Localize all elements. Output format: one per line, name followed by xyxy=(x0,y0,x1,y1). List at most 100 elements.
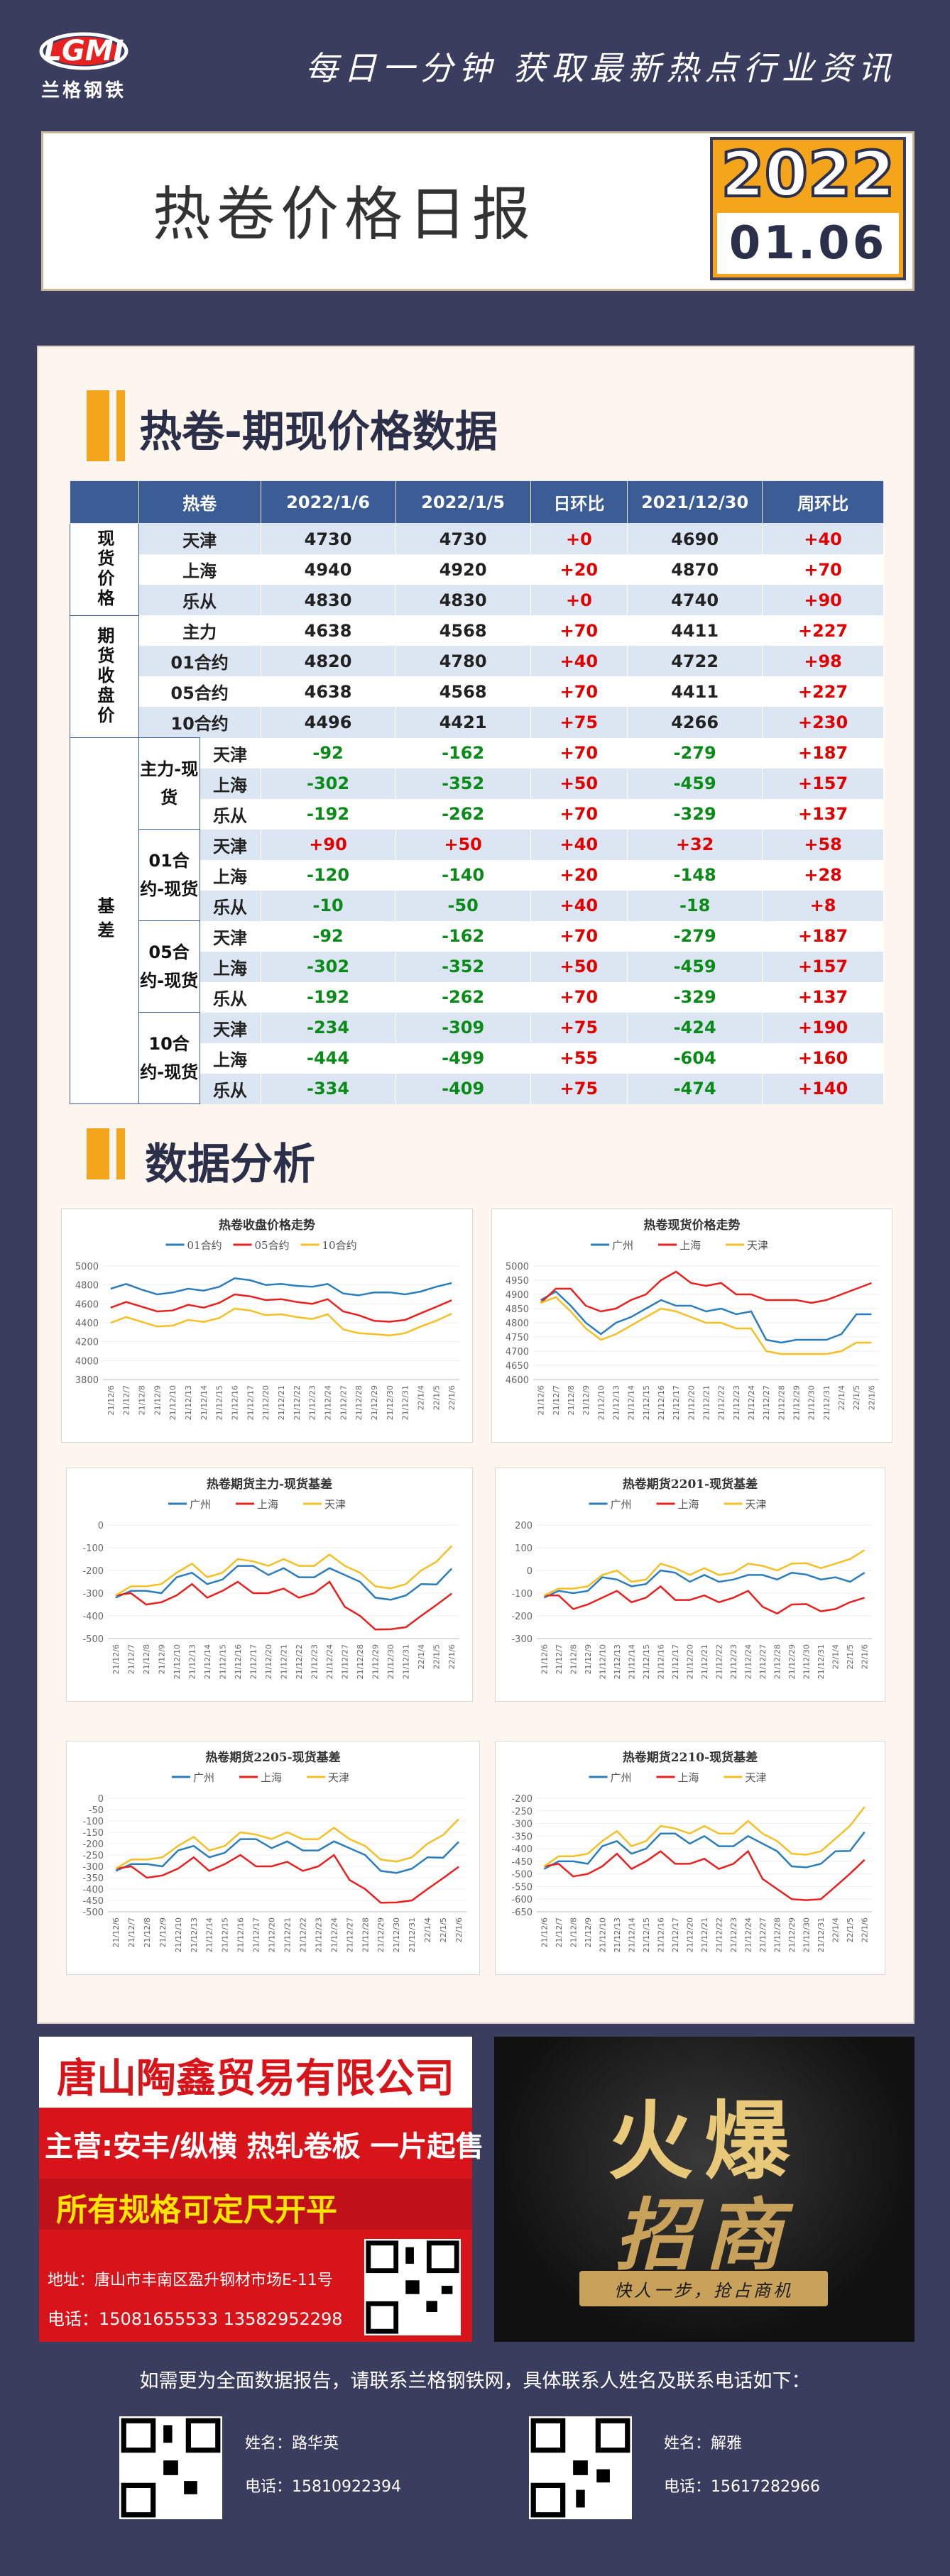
cell-change: +160 xyxy=(762,1042,884,1074)
basis-city: 天津 xyxy=(199,829,261,860)
x-tick-label: 21/12/16 xyxy=(657,1385,666,1420)
series-line xyxy=(543,1806,866,1868)
y-tick-label: 4750 xyxy=(506,1333,529,1343)
legend-label: 01合约 xyxy=(187,1239,222,1252)
basis-city: 上海 xyxy=(199,1042,261,1074)
x-tick-label: 21/12/24 xyxy=(323,1385,332,1420)
x-tick-label: 21/12/9 xyxy=(158,1917,168,1947)
x-tick-label: 21/12/31 xyxy=(408,1917,417,1952)
table-row: 乐从 -192 -262 +70 -329 +137 xyxy=(70,981,884,1013)
cell: -192 xyxy=(260,981,396,1013)
cell-change: +137 xyxy=(762,798,884,830)
ad-investment[interactable]: 火爆 招商 快人一步，抢占商机 xyxy=(494,2037,914,2342)
x-tick-label: 21/12/31 xyxy=(817,1917,826,1952)
cell-change: +70 xyxy=(530,920,628,952)
y-tick-label: 4800 xyxy=(75,1281,99,1292)
x-tick-label: 21/12/30 xyxy=(386,1644,395,1679)
page-title: 热卷价格日报 xyxy=(153,181,537,248)
cell: 4690 xyxy=(627,523,763,554)
series-line xyxy=(543,1569,866,1599)
cell: +90 xyxy=(260,829,396,860)
basis-city: 上海 xyxy=(199,768,261,799)
x-tick-label: 21/12/23 xyxy=(732,1385,741,1420)
y-tick-label: -550 xyxy=(511,1882,533,1893)
cell: -50 xyxy=(395,890,531,921)
legend-label: 广州 xyxy=(612,1239,633,1252)
y-tick-label: 4000 xyxy=(75,1356,99,1367)
contact-2-phone: 电话：15617282966 xyxy=(664,2478,820,2496)
chart-card-2205-basis: 热卷期货2205-现货基差 广州 上海 天津 0 -50 -100 -150 -200 -250-… xyxy=(66,1741,480,1975)
x-tick-label: 21/12/9 xyxy=(584,1917,593,1947)
y-tick-label: -200 xyxy=(82,1566,104,1577)
x-tick-label: 21/12/14 xyxy=(200,1385,209,1420)
table-row: 乐从 -10 -50 +40 -18 +8 xyxy=(70,890,884,921)
table-row: 05合约 4638 4568 +70 4411 +227 xyxy=(70,676,884,707)
cell-change: +50 xyxy=(530,951,628,982)
legend-label: 上海 xyxy=(261,1771,282,1784)
x-tick-label: 21/12/10 xyxy=(598,1917,607,1952)
legend-label: 广州 xyxy=(611,1771,632,1784)
x-tick-label: 22/1/4 xyxy=(423,1917,432,1942)
y-tick-label: 200 xyxy=(515,1521,533,1531)
x-tick-label: 21/12/20 xyxy=(264,1644,273,1679)
y-tick-label: -350 xyxy=(511,1832,533,1842)
x-tick-label: 21/12/10 xyxy=(598,1644,607,1679)
x-tick-label: 21/12/17 xyxy=(246,1385,255,1420)
series-line xyxy=(540,1290,872,1344)
cell: -309 xyxy=(395,1012,531,1043)
x-tick-label: 21/12/7 xyxy=(555,1917,564,1947)
cell: -148 xyxy=(627,859,763,891)
cell-change: +0 xyxy=(530,585,628,615)
group-label-basis: 基差 xyxy=(70,737,139,1104)
basis-city: 天津 xyxy=(199,1012,261,1043)
cell: 4638 xyxy=(260,615,396,646)
cell: -162 xyxy=(395,737,531,769)
cell-change: +157 xyxy=(762,768,884,799)
row-label: 主力 xyxy=(138,615,261,646)
cell: 4820 xyxy=(260,646,396,676)
x-tick-label: 22/1/4 xyxy=(831,1644,841,1669)
x-tick-label: 21/12/27 xyxy=(758,1917,768,1952)
ad-invest-text: 招商 xyxy=(615,2190,794,2281)
cell: -279 xyxy=(627,920,763,952)
ad-taoxin[interactable]: 唐山陶鑫贸易有限公司 主营:安丰/纵横 热轧卷板 一片起售 所有规格可定尺开平 … xyxy=(39,2037,484,2342)
basis-subgroup-label: 主力-现货 xyxy=(138,737,200,830)
cell-change: +98 xyxy=(762,646,884,676)
y-tick-label: 0 xyxy=(98,1521,104,1531)
cell-change: +20 xyxy=(530,859,628,891)
y-tick-label: -500 xyxy=(82,1634,104,1645)
legend-label: 上海 xyxy=(257,1498,278,1511)
cell-change: +55 xyxy=(530,1042,628,1074)
y-tick-label: 4700 xyxy=(506,1347,529,1358)
x-tick-label: 21/12/29 xyxy=(370,1385,379,1420)
x-tick-label: 21/12/22 xyxy=(298,1917,307,1952)
x-tick-label: 21/12/22 xyxy=(715,1644,724,1679)
cell: 4638 xyxy=(260,676,396,707)
cell: -192 xyxy=(260,798,396,830)
cell: -162 xyxy=(395,920,531,952)
cell: 4411 xyxy=(627,615,763,646)
x-tick-label: 21/12/7 xyxy=(127,1917,136,1947)
series-line xyxy=(115,1545,453,1597)
x-tick-label: 21/12/29 xyxy=(376,1917,386,1952)
cell-change: +50 xyxy=(530,768,628,799)
lgmi-logo: LGMI 兰格钢铁 xyxy=(28,21,142,106)
x-tick-label: 21/12/22 xyxy=(715,1917,724,1952)
basis-city: 乐从 xyxy=(199,890,261,921)
x-tick-label: 21/12/27 xyxy=(345,1917,354,1952)
contact-1-name: 姓名：路华英 xyxy=(245,2435,339,2453)
row-label: 01合约 xyxy=(138,646,261,676)
cell-change: +70 xyxy=(530,981,628,1013)
slogan: 每日一分钟 获取最新热点行业资讯 xyxy=(305,49,897,87)
row-label: 乐从 xyxy=(138,585,261,615)
chart-card-2210-basis: 热卷期货2210-现货基差 广州 上海 天津 -200 -250 -300 -350 -400 -… xyxy=(495,1741,885,1975)
x-tick-label: 21/12/29 xyxy=(371,1644,381,1679)
basis-subgroup-label: 10合约-现货 xyxy=(138,1012,200,1104)
x-tick-label: 22/1/6 xyxy=(861,1917,870,1942)
header-corner xyxy=(70,480,139,524)
cell: -92 xyxy=(260,920,396,952)
cell: 4830 xyxy=(260,585,396,615)
x-tick-label: 21/12/23 xyxy=(314,1917,323,1952)
